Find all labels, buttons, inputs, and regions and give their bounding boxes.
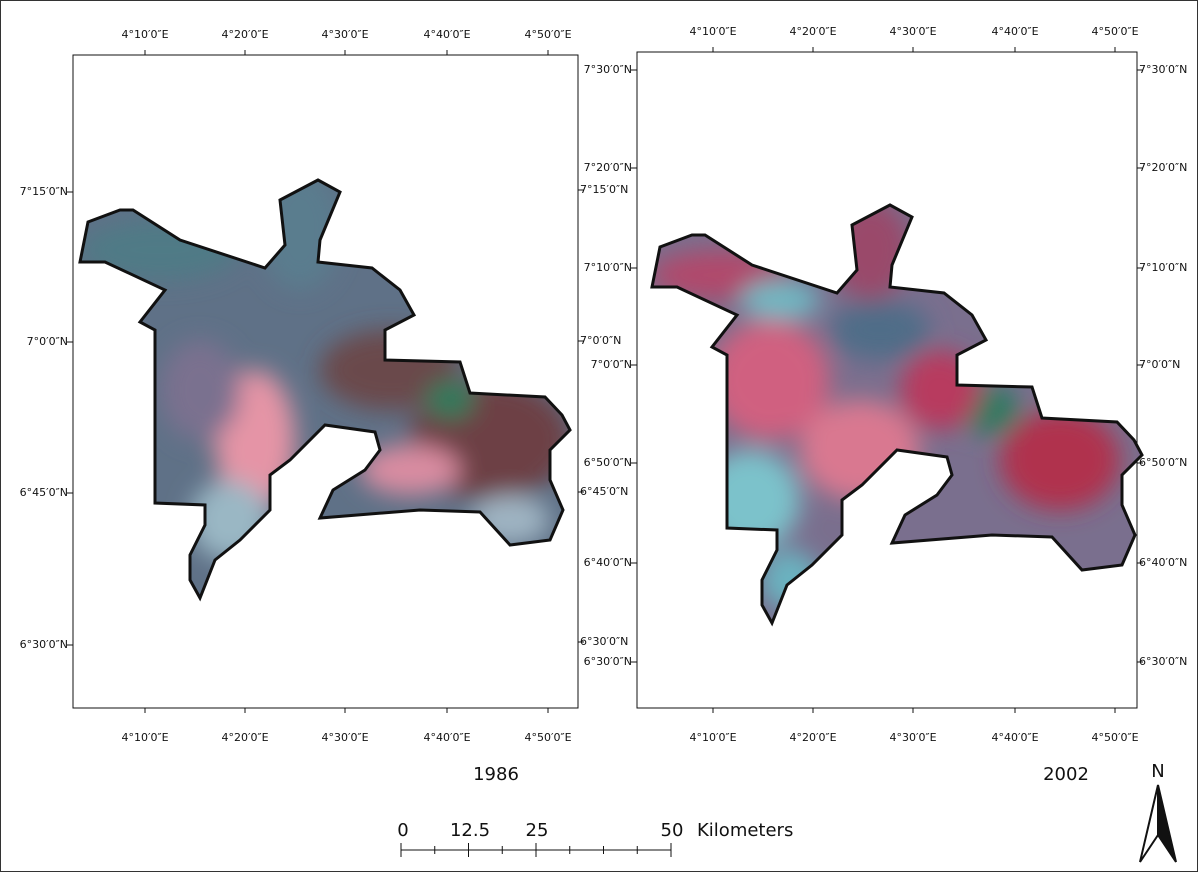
right-label: 6°30′0″N — [1139, 655, 1187, 668]
north-arrow — [1158, 785, 1176, 862]
bottom-label: 4°50′0″E — [524, 731, 571, 744]
scale-unit: Kilometers — [697, 820, 793, 841]
north-arrow — [1140, 785, 1158, 862]
bottom-label: 4°30′0″E — [321, 731, 368, 744]
right-label: 6°50′0″N — [1139, 456, 1187, 469]
top-label: 4°10′0″E — [689, 25, 736, 38]
top-label: 4°40′0″E — [991, 25, 1038, 38]
right-label: 7°0′0″N — [580, 334, 621, 347]
left-label: 7°30′0″N — [584, 63, 632, 76]
left-label: 7°20′0″N — [584, 161, 632, 174]
bottom-label: 4°10′0″E — [689, 731, 736, 744]
left-label: 6°50′0″N — [584, 456, 632, 469]
scale-label: 0 — [397, 820, 408, 841]
bottom-label: 4°40′0″E — [423, 731, 470, 744]
left-label: 6°30′0″N — [20, 638, 68, 651]
left-label: 6°45′0″N — [20, 486, 68, 499]
top-label: 4°50′0″E — [1091, 25, 1138, 38]
left-label: 7°15′0″N — [20, 185, 68, 198]
left-label: 7°0′0″N — [591, 358, 632, 371]
left-label: 7°10′0″N — [584, 261, 632, 274]
bottom-label: 4°10′0″E — [121, 731, 168, 744]
bottom-label: 4°30′0″E — [889, 731, 936, 744]
right-label: 7°30′0″N — [1139, 63, 1187, 76]
scale-label: 50 — [661, 820, 684, 841]
map-figure: 4°10′0″E 4°20′0″E 4°30′0″E 4°40′0″E 4°50′0″E… — [0, 0, 1198, 872]
right-label: 6°30′0″N — [580, 635, 628, 648]
bottom-label: 4°20′0″E — [789, 731, 836, 744]
image-2002 — [630, 190, 1150, 630]
right-label: 6°40′0″N — [1139, 556, 1187, 569]
north-label: N — [1151, 761, 1164, 782]
top-label: 4°20′0″E — [789, 25, 836, 38]
left-label: 6°40′0″N — [584, 556, 632, 569]
scale-label: 12.5 — [450, 820, 490, 841]
right-label: 7°0′0″N — [1139, 358, 1180, 371]
right-label: 7°10′0″N — [1139, 261, 1187, 274]
top-label: 4°30′0″E — [321, 28, 368, 41]
right-label: 7°20′0″N — [1139, 161, 1187, 174]
year-label: 2002 — [1043, 764, 1089, 785]
scale-label: 25 — [526, 820, 549, 841]
top-label: 4°20′0″E — [221, 28, 268, 41]
bottom-label: 4°40′0″E — [991, 731, 1038, 744]
bottom-label: 4°50′0″E — [1091, 731, 1138, 744]
left-label: 7°0′0″N — [27, 335, 68, 348]
image-1986 — [60, 170, 580, 610]
right-label: 6°45′0″N — [580, 485, 628, 498]
left-label: 6°30′0″N — [584, 655, 632, 668]
top-label: 4°50′0″E — [524, 28, 571, 41]
bottom-label: 4°20′0″E — [221, 731, 268, 744]
right-label: 7°15′0″N — [580, 183, 628, 196]
top-label: 4°10′0″E — [121, 28, 168, 41]
top-label: 4°30′0″E — [889, 25, 936, 38]
year-label: 1986 — [473, 764, 519, 785]
top-label: 4°40′0″E — [423, 28, 470, 41]
